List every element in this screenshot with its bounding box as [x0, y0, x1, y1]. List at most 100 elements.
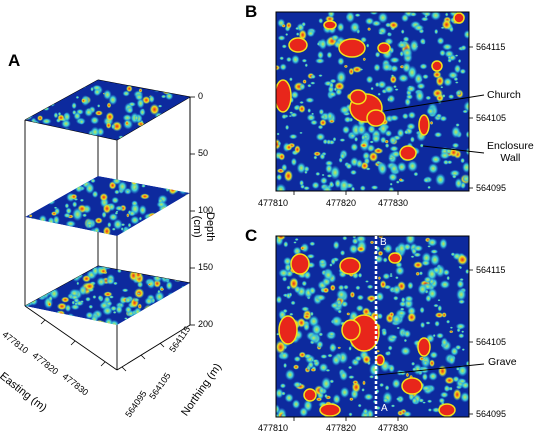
amplitude-speckle: [44, 87, 48, 92]
c-ytick-564115: 564115: [476, 265, 506, 275]
amplitude-speckle: [46, 266, 55, 271]
amplitude-speckle: [317, 124, 324, 130]
amplitude-speckle: [139, 108, 146, 117]
amplitude-speckle: [313, 155, 318, 160]
amplitude-speckle: [442, 159, 449, 165]
amplitude-speckle: [439, 115, 448, 122]
amplitude-speckle: [437, 299, 441, 302]
amplitude-speckle: [359, 185, 366, 191]
amplitude-speckle: [155, 129, 166, 140]
amplitude-speckle: [162, 318, 167, 322]
amplitude-speckle: [434, 28, 439, 35]
amplitude-speckle: [389, 334, 398, 340]
amplitude-speckle: [47, 216, 55, 227]
amplitude-speckle: [451, 174, 457, 179]
amplitude-speckle: [294, 238, 299, 241]
amplitude-speckle: [319, 153, 326, 160]
amplitude-speckle: [349, 291, 356, 299]
amplitude-speckle: [135, 231, 146, 236]
amplitude-speckle: [179, 221, 188, 232]
amplitude-speckle: [407, 281, 414, 290]
amplitude-speckle: [138, 204, 147, 216]
amplitude-speckle: [307, 83, 312, 88]
amplitude-speckle: [176, 212, 186, 224]
amplitude-speckle: [135, 187, 139, 190]
amplitude-speckle: [447, 71, 459, 80]
amplitude-speckle: [432, 70, 442, 79]
amplitude-speckle: [384, 143, 390, 149]
amplitude-speckle: [46, 225, 56, 234]
amplitude-speckle: [306, 29, 315, 38]
amplitude-speckle: [298, 104, 306, 114]
amplitude-speckle: [454, 81, 459, 84]
amplitude-speckle: [172, 218, 177, 224]
amplitude-speckle: [279, 56, 285, 61]
amplitude-speckle: [446, 275, 451, 281]
amplitude-speckle: [449, 169, 461, 177]
amplitude-speckle: [28, 214, 33, 218]
high-amplitude-anomaly: [319, 403, 341, 417]
amplitude-speckle: [318, 38, 328, 50]
amplitude-speckle: [434, 312, 444, 319]
amplitude-speckle: [366, 284, 374, 290]
amplitude-speckle: [65, 220, 76, 228]
amplitude-speckle: [425, 321, 431, 325]
amplitude-speckle: [42, 266, 54, 272]
amplitude-speckle: [50, 211, 58, 217]
amplitude-speckle: [436, 332, 444, 339]
amplitude-speckle: [329, 78, 337, 84]
amplitude-speckle: [411, 361, 416, 366]
amplitude-speckle: [278, 152, 286, 161]
amplitude-speckle: [133, 297, 140, 302]
amplitude-speckle: [350, 142, 359, 152]
amplitude-speckle: [337, 346, 342, 350]
amplitude-speckle: [431, 407, 441, 413]
amplitude-speckle: [276, 132, 280, 136]
amplitude-speckle: [452, 388, 462, 401]
amplitude-speckle: [389, 114, 400, 122]
amplitude-speckle: [177, 177, 183, 182]
amplitude-speckle: [406, 122, 416, 131]
amplitude-speckle: [338, 157, 343, 164]
b-xtick-477830: 477830: [378, 198, 409, 208]
amplitude-speckle: [374, 51, 381, 58]
amplitude-speckle: [276, 64, 281, 71]
amplitude-speckle: [40, 277, 47, 283]
amplitude-speckle: [395, 397, 402, 401]
amplitude-speckle: [388, 363, 395, 373]
grave-label: Grave: [488, 356, 517, 368]
amplitude-speckle: [143, 322, 148, 325]
amplitude-speckle: [299, 83, 306, 91]
amplitude-speckle: [122, 90, 130, 97]
amplitude-speckle: [310, 81, 316, 85]
amplitude-speckle: [430, 12, 441, 21]
amplitude-speckle: [389, 56, 401, 64]
amplitude-speckle: [72, 207, 83, 222]
amplitude-speckle: [171, 266, 182, 271]
amplitude-speckle: [46, 196, 53, 202]
easting-axis: [40, 319, 106, 367]
amplitude-speckle: [465, 268, 469, 275]
amplitude-speckle: [157, 104, 163, 108]
high-amplitude-anomaly: [278, 315, 298, 345]
amplitude-speckle: [170, 218, 174, 222]
amplitude-speckle: [362, 354, 372, 365]
panel-b-letter: B: [245, 2, 258, 21]
amplitude-speckle: [38, 214, 47, 225]
amplitude-speckle: [412, 367, 417, 372]
amplitude-speckle: [279, 63, 287, 71]
amplitude-speckle: [175, 126, 180, 131]
amplitude-speckle: [317, 50, 324, 60]
amplitude-speckle: [465, 147, 469, 156]
depth-tick-100: 100: [198, 205, 214, 215]
amplitude-speckle: [460, 44, 467, 51]
amplitude-speckle: [33, 281, 40, 288]
amplitude-speckle: [97, 104, 101, 108]
amplitude-speckle: [297, 317, 306, 328]
amplitude-speckle: [87, 223, 93, 229]
amplitude-speckle: [124, 296, 132, 304]
amplitude-speckle: [92, 84, 102, 91]
panel-c-map: [276, 236, 469, 417]
amplitude-speckle: [38, 270, 50, 277]
amplitude-speckle: [70, 193, 78, 200]
